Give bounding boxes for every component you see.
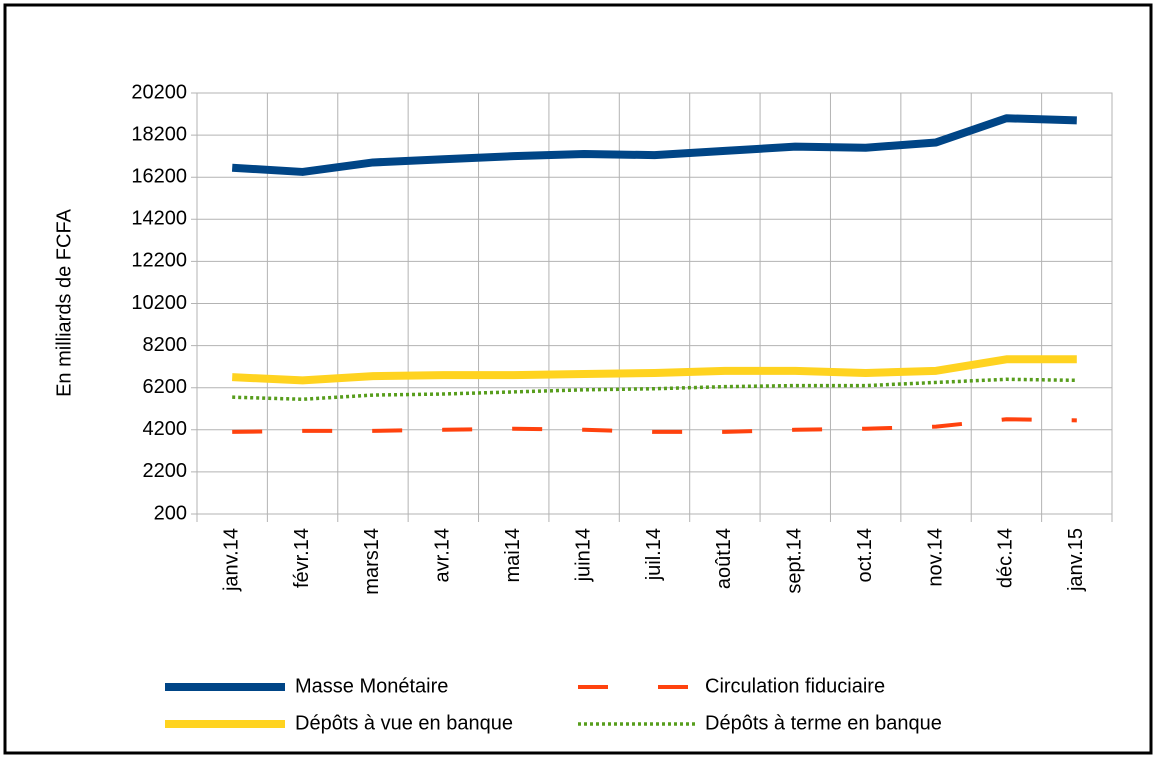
legend-label: Dépôts à vue en banque [295,712,513,734]
x-tick-label: juil.14 [643,528,665,581]
legend-label: Masse Monétaire [295,675,448,697]
x-tick-label: sept.14 [784,528,806,594]
y-tick-label: 2200 [143,460,188,482]
x-tick-label: mars14 [361,528,383,595]
x-tick-label: nov.14 [924,528,946,587]
series-line [232,377,1077,402]
y-tick-label: 20200 [131,81,187,103]
y-tick-label: 200 [154,502,187,524]
series-line [232,355,1077,385]
legend-label: Circulation fiduciaire [705,675,885,697]
x-tick-label: déc.14 [995,528,1017,588]
y-tick-label: 12200 [131,250,187,272]
y-tick-label: 16200 [131,165,187,187]
x-tick-label: mai14 [502,528,524,582]
legend-label: Dépôts à terme en banque [705,712,942,734]
x-tick-label: oct.14 [854,528,876,582]
series-line [232,417,1077,434]
y-axis-label: En milliards de FCFA [53,208,75,396]
series-line [231,114,1077,176]
y-tick-label: 18200 [131,123,187,145]
y-tick-label: 4200 [143,418,188,440]
y-tick-label: 14200 [131,208,187,230]
x-tick-label: janv.14 [220,528,242,592]
y-tick-label: 10200 [131,292,187,314]
x-tick-label: août14 [713,528,735,589]
x-tick-label: févr.14 [291,528,313,588]
y-tick-label: 8200 [143,334,188,356]
x-tick-label: juin14 [572,528,594,582]
y-tick-label: 6200 [143,376,188,398]
x-tick-label: avr.14 [432,528,454,582]
x-tick-label: janv.15 [1065,528,1087,592]
chart-frame [3,3,1153,755]
